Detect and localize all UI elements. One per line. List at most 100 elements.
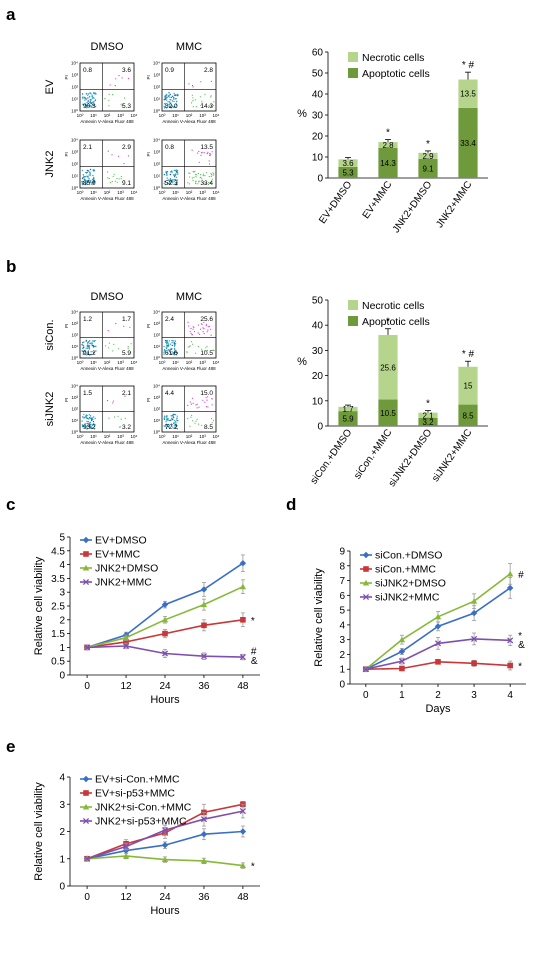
data-point: [122, 852, 130, 859]
scatter-dot: [172, 352, 174, 354]
flow-plot: 4.4 15.0 72.2 8.5 10⁰ 10¹ 10² 10³ 10⁴ 10⁰ 10¹ 10² 10…: [146, 384, 220, 446]
scatter-dot: [88, 414, 90, 416]
data-point: [162, 630, 168, 637]
scatter-dot: [93, 340, 96, 342]
y-tick-label: 1: [59, 854, 65, 865]
scatter-dot: [93, 176, 95, 179]
scatter-dot: [205, 397, 207, 399]
scatter-dot: [123, 163, 125, 165]
scatter-dot: [87, 345, 90, 347]
scatter-dot: [173, 97, 175, 99]
data-point: [82, 578, 90, 586]
scatter-dot: [85, 97, 87, 100]
data-point: [82, 803, 90, 810]
scatter-dot: [211, 178, 213, 180]
scatter-dot: [166, 177, 168, 179]
flow-x-tick-label: 10⁴: [131, 190, 138, 195]
quadrant-label-lower-right: 9.1: [122, 180, 131, 187]
scatter-dot: [205, 324, 208, 326]
scatter-dot: [87, 104, 90, 107]
scatter-dot: [189, 330, 191, 333]
scatter-dot: [111, 154, 113, 156]
scatter-dot: [210, 334, 212, 336]
scatter-dot: [174, 340, 176, 342]
y-tick-label: 2: [59, 827, 65, 838]
quadrant-label-lower-left: 85.9: [83, 180, 96, 187]
bar-segment: [378, 335, 398, 400]
scatter-dot: [170, 96, 173, 99]
scatter-dot: [191, 177, 193, 179]
scatter-dot: [173, 343, 175, 345]
bar-value-label: 13.5: [460, 90, 476, 99]
flow-row-label: JNK2: [44, 151, 56, 178]
scatter-dot: [210, 106, 213, 108]
scatter-dot: [168, 94, 170, 97]
scatter-dot: [198, 161, 200, 163]
scatter-dot: [211, 404, 213, 406]
scatter-dot: [175, 354, 177, 356]
scatter-dot: [169, 98, 171, 101]
scatter-dot: [172, 179, 174, 181]
scatter-dot: [176, 181, 178, 184]
flow-x-tick-label: 10¹: [90, 113, 97, 118]
flow-y-tick-label: 10⁰: [71, 186, 78, 191]
scatter-dot: [81, 177, 84, 180]
scatter-dot: [200, 104, 202, 107]
scatter-dot: [127, 155, 129, 157]
scatter-dot: [172, 426, 174, 428]
scatter-dot: [90, 423, 92, 426]
data-point: [122, 847, 130, 854]
y-tick-label: 30: [312, 111, 324, 122]
scatter-dot: [91, 95, 93, 98]
scatter-dot: [210, 95, 212, 97]
quadrant-label-upper-right: 1.7: [122, 316, 131, 323]
scatter-dot: [163, 417, 166, 419]
scatter-dot: [209, 182, 211, 184]
quadrant-label-upper-right: 15.0: [200, 390, 213, 397]
bar-segment: [458, 107, 478, 178]
data-point: [161, 841, 169, 849]
scatter-dot: [85, 354, 88, 356]
scatter-dot: [192, 106, 194, 108]
flow-row-label: EV: [44, 79, 56, 94]
scatter-dot: [191, 414, 193, 416]
scatter-dot: [175, 104, 177, 106]
scatter-dot: [89, 421, 92, 424]
data-point: [161, 616, 169, 623]
scatter-dot: [81, 424, 84, 426]
scatter-dot: [89, 174, 92, 176]
scatter-dot: [170, 415, 172, 417]
scatter-dot: [163, 182, 165, 184]
scatter-dot: [190, 403, 192, 405]
series-group: [84, 642, 246, 661]
scatter-dot: [206, 349, 209, 352]
quadrant-label-upper-right: 13.5: [200, 144, 213, 151]
scatter-dot: [202, 331, 204, 333]
flow-x-tick-label: 10²: [104, 190, 111, 195]
scatter-dot: [163, 105, 165, 108]
scatter-dot: [177, 94, 179, 96]
scatter-dot: [169, 96, 171, 98]
data-point: [122, 642, 130, 650]
flow-y-tick-label: 10³: [153, 73, 160, 78]
y-tick-label: 2.5: [51, 602, 65, 613]
bar-value-label: 8.5: [462, 411, 474, 420]
scatter-dot: [86, 417, 89, 419]
scatter-dot: [207, 151, 209, 153]
scatter-dot: [174, 174, 176, 176]
flow-y-tick-label: 10²: [71, 162, 78, 167]
flow-x-tick-label: 10³: [199, 113, 206, 118]
scatter-dot: [210, 328, 212, 330]
data-point: [200, 831, 208, 838]
scatter-dot: [199, 333, 201, 335]
series-group: [362, 632, 514, 673]
scatter-dot: [108, 99, 110, 101]
quadrant-label-upper-left: 0.8: [165, 144, 174, 151]
flow-y-tick-label: 10⁰: [71, 356, 78, 361]
data-point: [506, 570, 514, 577]
flow-y-tick-label: 10¹: [71, 418, 78, 423]
scatter-dot: [170, 106, 172, 109]
scatter-dot: [84, 349, 86, 351]
data-point: [362, 593, 370, 601]
flow-row-label: siJNK2: [44, 392, 56, 427]
